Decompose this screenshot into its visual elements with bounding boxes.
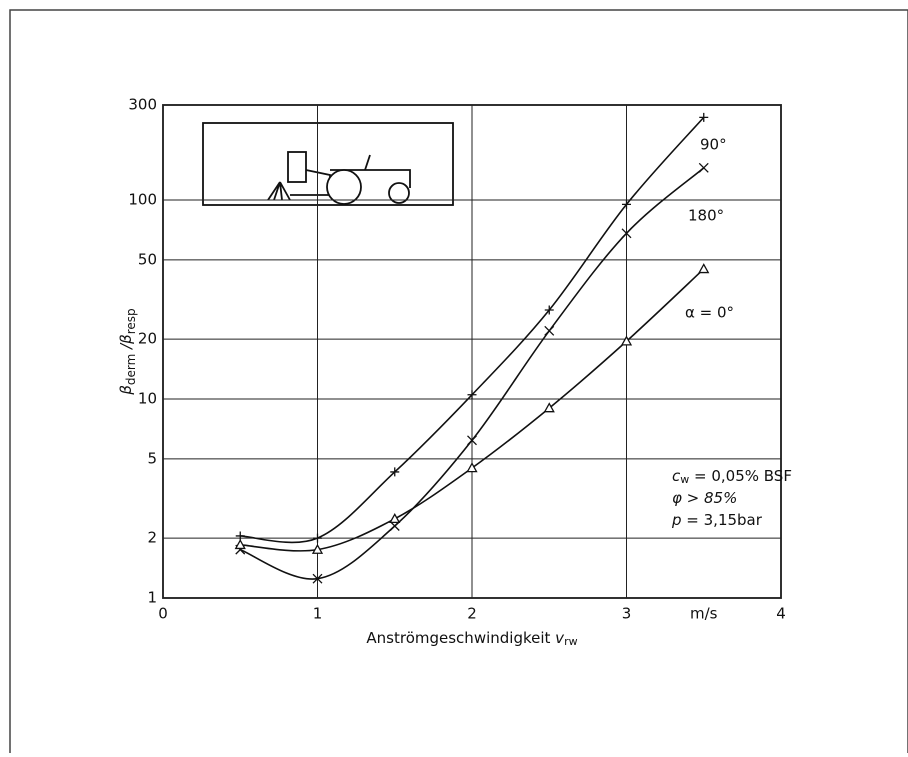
x-tick-label: 1	[313, 605, 323, 623]
y-tick-label: 20	[138, 330, 157, 348]
annotation-part: w	[680, 473, 689, 486]
x-label-sub: rw	[564, 635, 578, 648]
y-tick-label: 300	[128, 96, 157, 114]
annotation-part: = 3,15bar	[682, 511, 763, 529]
chart: 12510205010030001234m/sAnströmgeschwindi…	[0, 0, 908, 753]
x-tick-label: 0	[158, 605, 168, 623]
y-tick-label: 100	[128, 190, 157, 208]
series-label: 180°	[688, 207, 724, 225]
y-tick-label: 10	[138, 389, 157, 407]
annotation: p = 3,15bar	[671, 511, 763, 529]
data-point	[313, 534, 322, 543]
annotation-part: φ > 85%	[672, 489, 737, 507]
x-tick-label: 3	[622, 605, 632, 623]
data-point	[699, 163, 708, 172]
series-label: α = 0°	[685, 304, 734, 322]
y-label-sub: resp	[124, 308, 138, 334]
data-point	[545, 326, 554, 335]
x-unit: m/s	[690, 605, 718, 623]
y-tick-label: 5	[147, 449, 157, 467]
data-point	[390, 514, 399, 522]
y-tick-label: 1	[147, 589, 157, 607]
y-tick-label: 2	[147, 529, 157, 547]
x-axis-label: Anströmgeschwindigkeit vrw	[366, 629, 577, 649]
annotation-part: = 0,05% BSF	[689, 467, 792, 485]
x-label-text: Anströmgeschwindigkeit	[366, 629, 555, 647]
x-tick-label: 2	[467, 605, 477, 623]
annotation: φ > 85%	[672, 489, 737, 507]
series-label: 90°	[700, 136, 727, 154]
y-tick-label: 50	[138, 250, 157, 268]
y-axis-label: βderm /βresp	[117, 308, 138, 395]
y-label-symbol: /β	[117, 334, 135, 354]
x-tick-label: 4	[776, 605, 786, 623]
annotation: cw = 0,05% BSF	[672, 467, 792, 487]
y-label-sub: derm	[124, 354, 138, 385]
data-point	[468, 463, 477, 471]
data-point	[699, 264, 708, 272]
annotation-part: p	[671, 511, 682, 529]
tractor-inset	[203, 123, 453, 205]
y-label-symbol: β	[117, 385, 135, 396]
